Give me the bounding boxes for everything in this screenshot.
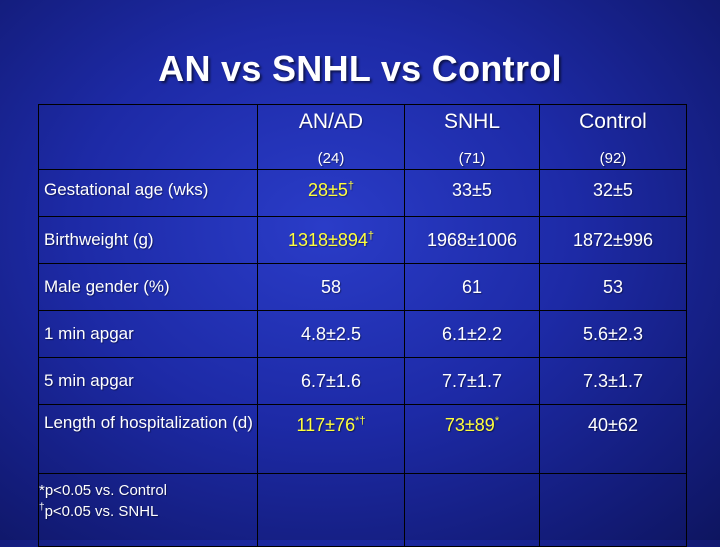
table-cell: 6.7±1.6 [257,357,405,405]
table-cell: 28±5† [257,169,405,217]
row-label: Length of hospitalization (d) [38,404,258,474]
column-name: AN/AD [298,109,364,133]
significance-mark: *† [355,415,366,427]
column-sample-size: (92) [599,149,627,167]
footnote-control: *p<0.05 vs. Control [39,482,167,499]
table-cell: 117±76*† [257,404,405,474]
dagger-mark: † [39,502,45,513]
table-cell: 53 [539,263,687,311]
empty-cell [404,473,540,547]
column-name: SNHL [443,109,501,133]
table-cell: 7.3±1.7 [539,357,687,405]
table-cell: 7.7±1.7 [404,357,540,405]
row-label: 1 min apgar [38,310,258,358]
table-cell: 1318±894† [257,216,405,264]
column-sample-size: (24) [317,149,345,167]
empty-cell [257,473,405,547]
footnote-snhl: †p<0.05 vs. SNHL [39,502,159,521]
header-empty-cell [38,104,258,170]
empty-cell [539,473,687,547]
table-header-row: AN/AD (24) SNHL (71) Control (92) [38,104,687,170]
table-row: Birthweight (g) 1318±894† 1968±1006 1872… [38,216,687,264]
column-name: Control [579,109,647,133]
comparison-table: AN/AD (24) SNHL (71) Control (92) Gestat… [38,104,687,547]
table-cell: 58 [257,263,405,311]
table-cell: 33±5 [404,169,540,217]
row-label: 5 min apgar [38,357,258,405]
table-row: Gestational age (wks) 28±5† 33±5 32±5 [38,169,687,217]
table-cell: 40±62 [539,404,687,474]
significance-mark: * [494,415,500,427]
row-label: Gestational age (wks) [38,169,258,217]
table-cell: 61 [404,263,540,311]
table-row: 5 min apgar 6.7±1.6 7.7±1.7 7.3±1.7 [38,357,687,405]
slide-title: AN vs SNHL vs Control [158,48,562,89]
table-row: Male gender (%) 58 61 53 [38,263,687,311]
table-cell: 1968±1006 [404,216,540,264]
column-header-snhl: SNHL (71) [404,104,540,170]
table-cell: 32±5 [539,169,687,217]
footnote-row: *p<0.05 vs. Control †p<0.05 vs. SNHL [38,473,687,547]
significance-mark: † [367,229,375,242]
significance-mark: † [347,179,355,192]
row-label: Male gender (%) [38,263,258,311]
footnotes: *p<0.05 vs. Control †p<0.05 vs. SNHL [38,473,258,547]
column-header-control: Control (92) [539,104,687,170]
row-label: Birthweight (g) [38,216,258,264]
column-sample-size: (71) [458,149,486,167]
table-cell: 73±89* [404,404,540,474]
table-cell: 4.8±2.5 [257,310,405,358]
table-row: Length of hospitalization (d) 117±76*† 7… [38,404,687,474]
table-cell: 6.1±2.2 [404,310,540,358]
table-cell: 1872±996 [539,216,687,264]
table-row: 1 min apgar 4.8±2.5 6.1±2.2 5.6±2.3 [38,310,687,358]
column-header-anad: AN/AD (24) [257,104,405,170]
table-cell: 5.6±2.3 [539,310,687,358]
